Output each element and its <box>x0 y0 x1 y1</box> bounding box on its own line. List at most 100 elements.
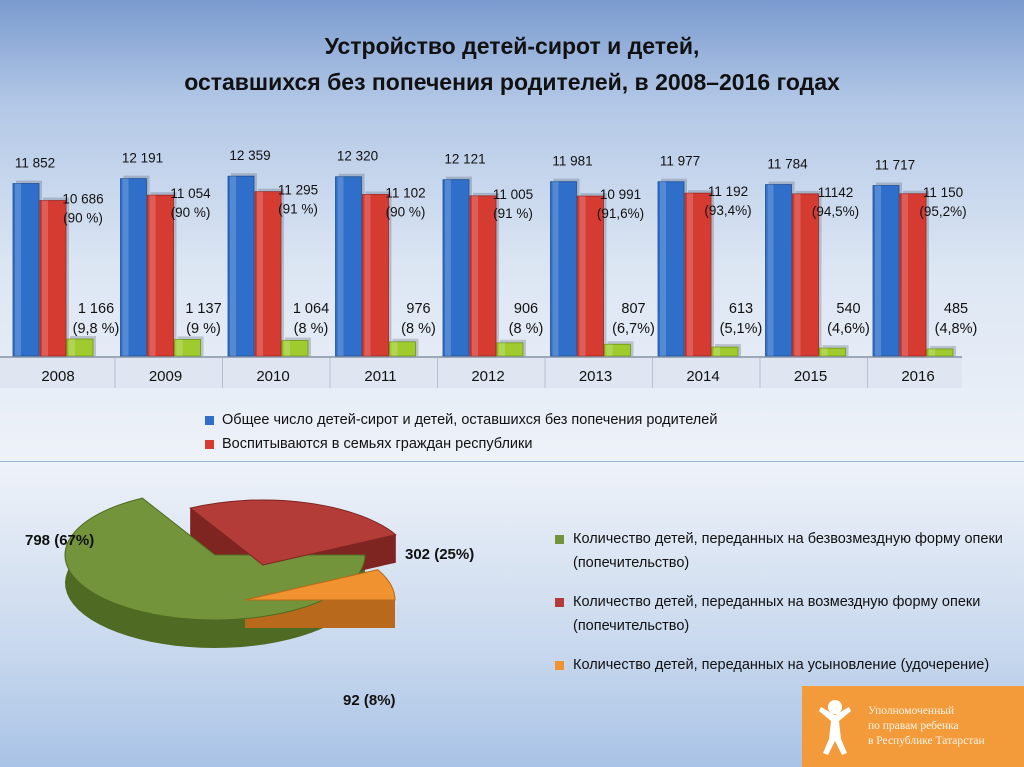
data-label-other: 540 <box>836 301 860 317</box>
x-tick-label: 2011 <box>364 368 396 385</box>
x-tick-label: 2009 <box>149 368 182 385</box>
bar-total <box>550 181 577 357</box>
pie-legend-label: Количество детей, переданных на возмездн… <box>573 594 981 634</box>
legend-label-family: Воспитываются в семьях граждан республик… <box>222 436 533 452</box>
pie-legend-item-free-guardianship: Количество детей, переданных на безвозме… <box>555 527 1015 575</box>
bar-highlight <box>767 184 774 356</box>
x-axis-line <box>0 356 962 358</box>
bar-other <box>926 348 954 357</box>
tick-separator <box>222 358 223 388</box>
bar-highlight <box>660 181 666 356</box>
bar-total <box>657 181 685 357</box>
bar-total <box>872 185 900 357</box>
bar-family <box>899 193 927 357</box>
data-label-family-pct: (90 %) <box>386 204 426 219</box>
bar-highlight <box>364 194 371 356</box>
pie-legend-label: Количество детей, переданных на безвозме… <box>573 531 1003 571</box>
data-label-family-pct: (90 %) <box>171 205 211 220</box>
bar-highlight <box>176 339 183 356</box>
bar-highlight <box>714 347 720 356</box>
legend-swatch-total <box>205 415 214 425</box>
bar-highlight <box>15 183 21 356</box>
tick-separator <box>759 358 761 388</box>
logo-line: по правам ребенка <box>868 720 959 732</box>
pie-slice-paid-guardianship <box>189 499 397 566</box>
bar-highlight <box>579 196 586 356</box>
data-label-total: 11 852 <box>15 156 55 171</box>
bar-highlight <box>391 341 398 356</box>
data-label-total: 11 784 <box>767 157 808 172</box>
bar-other <box>711 346 739 357</box>
data-label-other-pct: (4,8%) <box>935 321 978 337</box>
logo-text: Уполномоченный по правам ребенка в Респу… <box>868 704 985 749</box>
x-tick-label: 2008 <box>41 368 74 385</box>
data-label-total: 12 191 <box>122 151 163 166</box>
x-tick-label: 2012 <box>471 368 504 385</box>
data-label-total: 11 977 <box>660 154 700 169</box>
x-tick-label: 2013 <box>579 368 612 385</box>
bar-family <box>577 195 604 357</box>
x-tick-label: 2016 <box>901 368 934 385</box>
bar-highlight <box>257 191 263 356</box>
data-label-other-pct: (9 %) <box>186 321 221 337</box>
bar-highlight <box>687 193 693 356</box>
bar-family <box>254 191 282 357</box>
bar-highlight <box>472 195 478 356</box>
bar-legend: Общее число детей-сирот и детей, оставши… <box>205 408 717 456</box>
data-label-family-pct: (93,4%) <box>704 203 751 218</box>
legend-swatch-red <box>555 598 564 607</box>
data-label-other: 906 <box>514 301 538 317</box>
data-label-family-pct: (91,6%) <box>597 206 644 221</box>
data-label-family-pct: (91 %) <box>493 206 533 221</box>
data-label-other: 485 <box>944 301 968 317</box>
legend-swatch-family <box>205 439 214 449</box>
panel-divider <box>0 461 1024 462</box>
data-label-family: 11 295 <box>278 183 318 198</box>
data-label-family: 10 686 <box>62 192 103 207</box>
bar-total <box>765 184 792 357</box>
ombudsman-logo: Уполномоченный по правам ребенка в Респу… <box>802 686 1024 767</box>
bar-highlight <box>149 195 156 356</box>
bar-highlight <box>552 181 559 356</box>
data-label-total: 11 981 <box>552 154 592 169</box>
data-label-family-pct: (94,5%) <box>812 204 859 219</box>
bar-total <box>12 183 40 357</box>
bar-family <box>147 194 174 357</box>
tick-separator <box>544 358 546 388</box>
bar-other <box>66 338 94 357</box>
data-label-total: 12 121 <box>444 152 485 167</box>
data-label-family: 11 192 <box>708 184 748 199</box>
title-line-1: Устройство детей-сирот и детей, <box>324 33 700 59</box>
pie-data-label: 798 (67%) <box>25 532 94 549</box>
bar-highlight <box>284 340 290 356</box>
bar-family <box>469 195 497 357</box>
bar-other <box>281 340 309 357</box>
title-line-2: оставшихся без попечения родителей, в 20… <box>184 69 840 95</box>
pie-legend-label: Количество детей, переданных на усыновле… <box>573 657 990 673</box>
legend-swatch-orange <box>555 661 564 670</box>
pie-chart: 798 (67%) 302 (25%) 92 (8%) <box>25 497 474 709</box>
bar-highlight <box>122 178 129 356</box>
data-label-family: 11142 <box>818 185 854 200</box>
data-label-other-pct: (5,1%) <box>720 321 763 337</box>
data-label-other: 1 137 <box>185 301 221 317</box>
data-label-other-pct: (4,6%) <box>827 321 870 337</box>
data-label-total: 12 359 <box>229 148 270 163</box>
pie-data-label: 92 (8%) <box>343 692 396 709</box>
bar-total <box>227 175 255 357</box>
bar-other <box>604 343 631 357</box>
legend-item-family: Воспитываются в семьях граждан республик… <box>205 432 717 456</box>
tick-separator <box>329 358 331 388</box>
bar-total <box>442 179 470 357</box>
logo-line: в Республике Татарстан <box>868 735 985 747</box>
bar-other <box>819 347 846 357</box>
x-tick-label: 2010 <box>256 368 289 385</box>
data-label-other: 976 <box>406 301 430 317</box>
bar-highlight <box>42 200 48 356</box>
data-label-total: 12 320 <box>337 149 378 164</box>
pie-legend-item-adoption: Количество детей, переданных на усыновле… <box>555 653 1015 677</box>
bar-highlight <box>875 185 881 356</box>
bar-highlight <box>606 344 613 356</box>
pie-legend-item-paid-guardianship: Количество детей, переданных на возмездн… <box>555 590 1015 638</box>
data-label-other: 1 166 <box>78 301 114 317</box>
